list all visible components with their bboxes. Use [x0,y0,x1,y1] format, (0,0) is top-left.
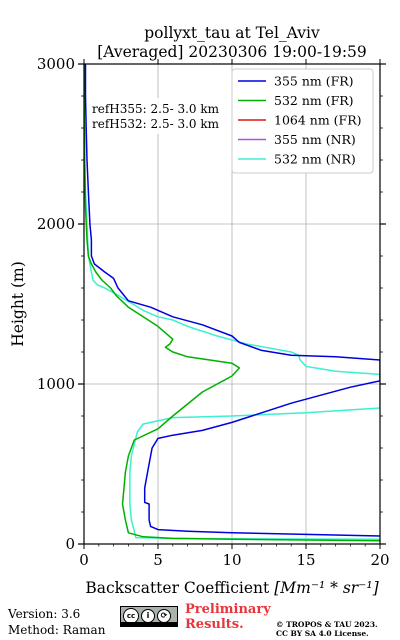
x-axis-label: Backscatter Coefficient [Mm⁻¹ * sr⁻¹] [85,579,379,597]
annotation-refh532: refH532: 2.5- 3.0 km [92,117,220,131]
copyright-line-1: © TROPOS & TAU 2023. [276,620,378,629]
legend-label: 532 nm (FR) [274,93,354,108]
reference-height-annotation: refH355: 2.5- 3.0 km refH532: 2.5- 3.0 k… [89,98,231,134]
annotation-refh355: refH355: 2.5- 3.0 km [92,102,220,116]
preliminary-results-note: Preliminary Results. [185,602,271,632]
legend-box [231,68,374,174]
legend: 355 nm (FR) 532 nm (FR) 1064 nm (FR) 355 nm… [231,68,374,174]
footer-info: Version: 3.6 Method: Raman [8,606,105,638]
plot-frame [83,63,381,545]
y-tick-label: 0 [65,535,75,553]
x-tick-label: 0 [79,551,89,569]
x-tick-label: 20 [370,551,389,569]
axis-ticks: 0 5 10 15 20 0 1000 2000 3000 [37,55,390,569]
legend-label: 355 nm (NR) [274,132,356,147]
copyright-line-2: CC BY SA 4.0 License. [276,629,369,638]
annotation-box [89,98,231,134]
x-axis-label-text: Backscatter Coefficient [85,579,274,597]
y-tick-label: 1000 [37,375,75,393]
share-alike-icon: ⟳ [157,609,171,623]
method-text: Method: Raman [8,623,106,637]
y-tick-label: 2000 [37,215,75,233]
x-tick-label: 15 [296,551,315,569]
backscatter-profile-chart: pollyxt_tau at Tel_Aviv [Averaged] 20230… [9,24,390,597]
cc-license-badge: cc i ⟳ [120,606,178,627]
chart-subtitle: [Averaged] 20230306 19:00-19:59 [97,43,367,61]
legend-label: 532 nm (NR) [274,152,356,167]
cc-badge-strip [121,622,177,626]
y-tick-label: 3000 [37,55,75,73]
copyright-note: © TROPOS & TAU 2023. CC BY SA 4.0 Licens… [276,620,378,638]
x-axis-label-unit: [Mm⁻¹ * sr⁻¹] [274,579,379,597]
version-text: Version: 3.6 [8,607,81,621]
preliminary-line-2: Results. [185,617,244,632]
legend-label: 355 nm (FR) [274,74,354,89]
x-tick-label: 10 [222,551,241,569]
chart-title: pollyxt_tau at Tel_Aviv [144,24,320,42]
legend-label: 1064 nm (FR) [274,113,362,128]
y-axis-label: Height (m) [9,261,27,347]
preliminary-line-1: Preliminary [185,602,271,617]
attribution-icon: i [141,609,155,623]
series-line-355-nm-fr [84,64,380,537]
series-line-532-nm-fr [84,64,380,542]
x-tick-label: 5 [153,551,163,569]
series-layer [84,64,380,542]
